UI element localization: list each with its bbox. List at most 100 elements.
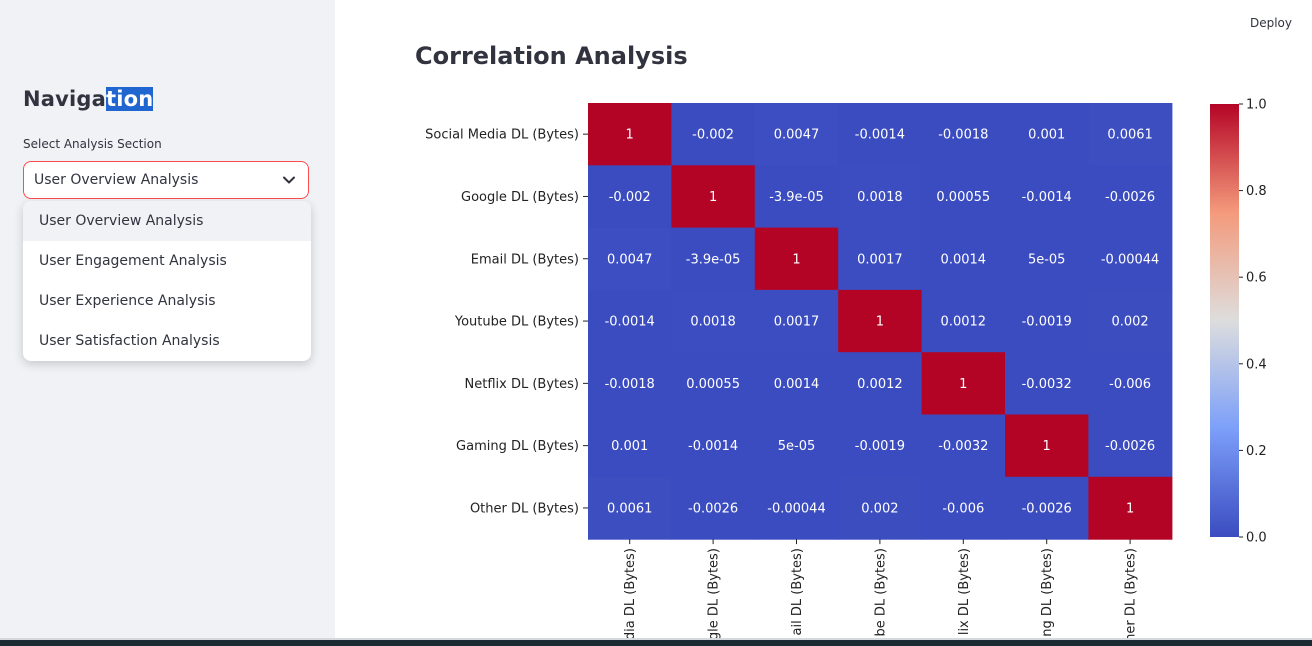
heatmap-cell [921,227,1006,291]
heatmap-cell [671,352,756,416]
heatmap-cell [1005,414,1089,478]
heatmap-cell [671,227,756,291]
heatmap-cell [1088,476,1173,540]
cell-annotation: 1 [626,128,634,143]
cell-annotation: 1 [1126,501,1134,516]
cell-annotation: 0.0017 [857,252,903,267]
cell-annotation: 0.0047 [607,252,653,267]
cell-annotation: 0.001 [1028,128,1065,143]
colorbar-tick-label: 0.2 [1246,444,1267,459]
heatmap-cell [671,414,756,478]
select-dropdown-menu: User Overview Analysis User Engagement A… [23,201,311,361]
cell-annotation: 5e-05 [1028,252,1066,267]
cell-annotation: -0.0014 [855,128,905,143]
cell-annotation: -0.0026 [1105,439,1155,454]
cell-annotation: 0.00055 [936,190,990,205]
heatmap-cell [921,476,1006,540]
heatmap-cell [921,352,1006,416]
heatmap-cell [1088,289,1173,353]
heatmap-cell [754,103,839,166]
heatmap-cell [1005,352,1089,416]
heatmap-cell [754,289,839,353]
heatmap-cell [754,352,839,416]
row-label: Gaming DL (Bytes) [456,439,579,454]
deploy-button[interactable]: Deploy [1249,16,1292,30]
heatmap-cell [754,476,839,540]
row-label: Youtube DL (Bytes) [454,315,579,330]
cell-annotation: 0.0017 [774,315,820,330]
taskbar-strip [0,638,1312,646]
heatmap-cell [588,352,672,416]
correlation-heatmap: 1 -0.002 0.0047 -0.0014 -0.0018 0.001 0.0061 -0… [425,98,1267,639]
cell-annotation: 5e-05 [778,439,816,454]
cell-annotation: 0.002 [1111,315,1148,330]
row-label: Netflix DL (Bytes) [465,377,579,392]
heatmap-cell [921,103,1006,166]
sidebar: Navigation Select Analysis Section User … [0,0,335,638]
cell-annotation: 1 [959,377,967,392]
cell-annotation: -0.002 [692,128,734,143]
heatmap-cell [921,414,1006,478]
heatmap-cell [671,103,756,166]
heatmap-cell [1005,289,1089,353]
option-user-experience[interactable]: User Experience Analysis [39,293,216,309]
cell-annotation: 0.0018 [857,190,903,205]
cell-annotation: -0.0032 [938,439,988,454]
select-label: Select Analysis Section [23,137,162,151]
heatmap-cell [588,476,672,540]
heatmap-cell [838,103,923,166]
colorbar-tick-label: 0.6 [1246,271,1267,286]
cell-annotation: 0.00055 [686,377,740,392]
cell-annotation: -0.006 [1109,377,1151,392]
option-user-engagement[interactable]: User Engagement Analysis [39,253,227,269]
chevron-down-icon [283,176,295,184]
heatmap-cell [838,476,923,540]
heatmap-cell [754,165,839,229]
heatmap-cell [1088,414,1173,478]
colorbar-tick-label: 0.0 [1246,531,1267,546]
cell-annotation: -0.0018 [605,377,655,392]
colorbar [1210,104,1239,537]
heatmap-cell [1088,352,1173,416]
heatmap-cell [921,165,1006,229]
sidebar-title-text: Naviga [23,87,107,111]
cell-annotation: -0.0026 [688,501,738,516]
page-title: Correlation Analysis [415,42,688,70]
analysis-section-select[interactable]: User Overview Analysis [23,161,309,199]
cell-annotation: -0.0014 [605,315,655,330]
sidebar-title: Navigation [23,87,154,111]
cell-annotation: 1 [1043,439,1051,454]
cell-annotation: -3.9e-05 [769,190,824,205]
col-label: be DL (Bytes) [873,548,888,636]
cell-annotation: 0.0061 [1107,128,1153,143]
heatmap-cell [1005,476,1089,540]
option-user-satisfaction[interactable]: User Satisfaction Analysis [39,333,220,349]
colorbar-tick-label: 0.8 [1246,184,1267,199]
row-label: Email DL (Bytes) [471,252,579,267]
cell-annotation: 0.0018 [690,315,736,330]
heatmap-cell [588,414,672,478]
col-label: her DL (Bytes) [1124,548,1139,638]
option-user-overview[interactable]: User Overview Analysis [23,201,311,241]
heatmap-cell [671,165,756,229]
heatmap-cell [838,227,923,291]
heatmap-cell [838,289,923,353]
select-value: User Overview Analysis [34,172,199,188]
cell-annotation: 1 [876,315,884,330]
cell-annotation: 1 [792,252,800,267]
cell-annotation: -3.9e-05 [686,252,741,267]
cell-annotation: -0.006 [942,501,984,516]
cell-annotation: 0.0061 [607,501,653,516]
heatmap-cell [1005,227,1089,291]
heatmap-cell [671,476,756,540]
row-label: Social Media DL (Bytes) [425,128,579,143]
cell-annotation: -0.0026 [1022,501,1072,516]
colorbar-tick-label: 0.4 [1246,357,1267,372]
cell-annotation: 0.001 [611,439,648,454]
row-label: Other DL (Bytes) [470,501,579,516]
cell-annotation: 0.0014 [941,252,987,267]
col-label: dia DL (Bytes) [623,548,638,638]
heatmap-cell [1088,103,1173,166]
cell-annotation: -0.00044 [1101,252,1159,267]
heatmap-cell [754,414,839,478]
